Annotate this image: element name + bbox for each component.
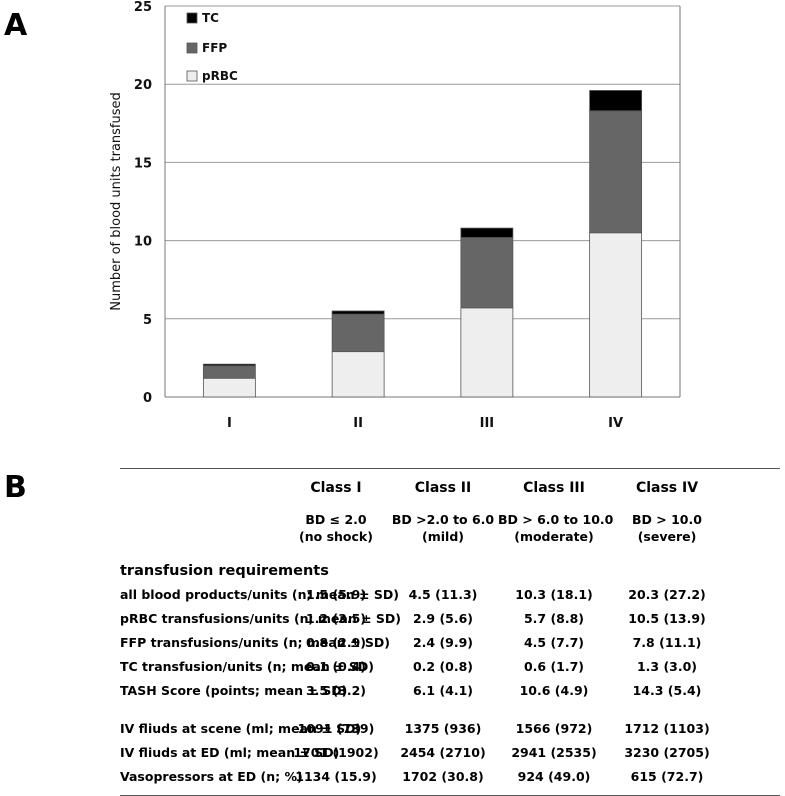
row-label: TASH Score (points; mean ± SD) (120, 683, 348, 698)
legend-swatch-ffp (186, 42, 198, 54)
y-tick-label: 0 (143, 391, 152, 406)
bar-prbc-ii (331, 351, 385, 398)
cell: 2.4 (9.9) (412, 635, 474, 650)
cell: 615 (72.7) (630, 769, 704, 784)
y-tick-label: 10 (134, 235, 152, 250)
table-row: IV fliuds at ED (ml; mean ± SD) 1701 (19… (120, 745, 780, 765)
definition-class-ii: BD >2.0 to 6.0 (391, 512, 495, 527)
cell: 0.8 (2.9) (305, 635, 367, 650)
col-header-class-i: Class I (310, 480, 362, 496)
shock-grade-class-i: (no shock) (299, 529, 373, 544)
cell: 6.1 (4.1) (412, 683, 474, 698)
legend-swatch-tc (186, 12, 198, 24)
row-label: TC transfusion/units (n; mean ± SD) (120, 659, 374, 674)
y-axis-label: Number of blood units transfused (109, 92, 124, 311)
bar-prbc-i (202, 377, 256, 398)
cell: 0.2 (0.8) (412, 659, 474, 674)
bar-prbc-iv (589, 232, 643, 398)
row-label: all blood products/units (n; mean ± SD) (120, 587, 399, 602)
panel-label-a: A (4, 8, 28, 43)
bar-tc-i (202, 363, 256, 367)
cell: 3230 (2705) (624, 745, 710, 760)
shock-grade-class-iv: (severe) (637, 529, 697, 544)
cell: 1091 (739) (297, 721, 375, 736)
bar-tc-iii (460, 227, 514, 238)
cell: 1375 (936) (404, 721, 482, 736)
table-row: Vasopressors at ED (n; %) 1134 (15.9) 17… (120, 769, 780, 789)
row-label: pRBC transfusions/units (n; mean ± SD) (120, 611, 402, 626)
table-top-rule (120, 468, 780, 469)
col-header-class-iii: Class III (523, 480, 585, 496)
bar-ffp-iv (589, 110, 643, 234)
legend-label-prbc: pRBC (202, 69, 238, 83)
row-label: IV fliuds at scene (ml; mean ± SD) (120, 721, 362, 736)
definition-row-2: (no shock) (mild) (moderate) (severe) (120, 529, 780, 549)
table-row: pRBC transfusions/units (n; mean ± SD) 1… (120, 611, 780, 631)
cell: 1.5 (5.9) (305, 587, 367, 602)
shock-grade-class-ii: (mild) (422, 529, 464, 544)
cell: 4.5 (7.7) (523, 635, 585, 650)
cell: 10.6 (4.9) (519, 683, 589, 698)
cell: 924 (49.0) (517, 769, 591, 784)
panel-label-b: B (4, 470, 27, 505)
bar-ffp-iii (460, 237, 514, 309)
definition-class-iv: BD > 10.0 (632, 512, 702, 527)
cell: 10.5 (13.9) (628, 611, 706, 626)
table-header-row: Class I Class II Class III Class IV (120, 480, 780, 500)
bar-prbc-iii (460, 307, 514, 398)
bar-ffp-ii (331, 313, 385, 353)
row-label: IV fliuds at ED (ml; mean ± SD) (120, 745, 340, 760)
cell: 20.3 (27.2) (628, 587, 706, 602)
cell: 1702 (30.8) (402, 769, 484, 784)
cell: 1712 (1103) (624, 721, 710, 736)
bar-tc-iv (589, 90, 643, 112)
table-row: TC transfusion/units (n; mean ± SD) 0.1 … (120, 659, 780, 679)
cell: 2941 (2535) (511, 745, 597, 760)
cell: 5.7 (8.8) (523, 611, 585, 626)
legend-label-tc: TC (202, 11, 219, 25)
definition-class-iii: BD > 6.0 to 10.0 (498, 512, 614, 527)
cell: 1.3 (3.0) (636, 659, 698, 674)
y-tick-label: 15 (134, 156, 152, 171)
row-label: FFP transfusions/units (n; mean ± SD) (120, 635, 390, 650)
cell: 1701 (1902) (293, 745, 379, 760)
x-tick-label: II (353, 416, 363, 431)
legend-swatch-prbc (186, 70, 198, 82)
row-label: Vasopressors at ED (n; %) (120, 769, 303, 784)
table-row: all blood products/units (n; mean ± SD) … (120, 587, 780, 607)
cell: 1566 (972) (515, 721, 593, 736)
col-header-class-iv: Class IV (635, 480, 699, 496)
definition-class-i: BD ≤ 2.0 (305, 512, 367, 527)
bar-ffp-i (202, 365, 256, 379)
shock-grade-class-iii: (moderate) (514, 529, 594, 544)
legend-label-ffp: FFP (202, 41, 227, 55)
cell: 10.3 (18.1) (515, 587, 593, 602)
col-header-class-ii: Class II (414, 480, 472, 496)
table-row: TASH Score (points; mean ± SD) 3.5 (3.2)… (120, 683, 780, 703)
section-title: transfusion requirements (120, 563, 329, 579)
y-tick-label: 20 (134, 78, 152, 93)
cell: 14.3 (5.4) (632, 683, 702, 698)
bar-tc-ii (331, 310, 385, 315)
table-row: IV fliuds at scene (ml; mean ± SD) 1091 … (120, 721, 780, 741)
cell: 0.6 (1.7) (523, 659, 585, 674)
x-tick-label: III (480, 416, 495, 431)
cell: 4.5 (11.3) (408, 587, 478, 602)
definition-row-1: BD ≤ 2.0 BD >2.0 to 6.0 BD > 6.0 to 10.0… (120, 512, 780, 532)
cell: 7.8 (11.1) (632, 635, 702, 650)
table-row: FFP transfusions/units (n; mean ± SD) 0.… (120, 635, 780, 655)
cell: 2454 (2710) (400, 745, 486, 760)
y-tick-label: 25 (134, 0, 152, 15)
stacked-bar-chart: 0 5 10 15 20 25 Number of blood units transfus… (109, 0, 681, 431)
cell: 2.9 (5.6) (412, 611, 474, 626)
y-tick-label: 5 (143, 313, 152, 328)
cell: 1.2 (3.5) (305, 611, 367, 626)
cell: 0.1 (0.4) (305, 659, 367, 674)
x-tick-label: IV (608, 416, 623, 431)
cell: 1134 (15.9) (295, 769, 377, 784)
cell: 3.5 (3.2) (305, 683, 367, 698)
x-tick-label: I (227, 416, 232, 431)
